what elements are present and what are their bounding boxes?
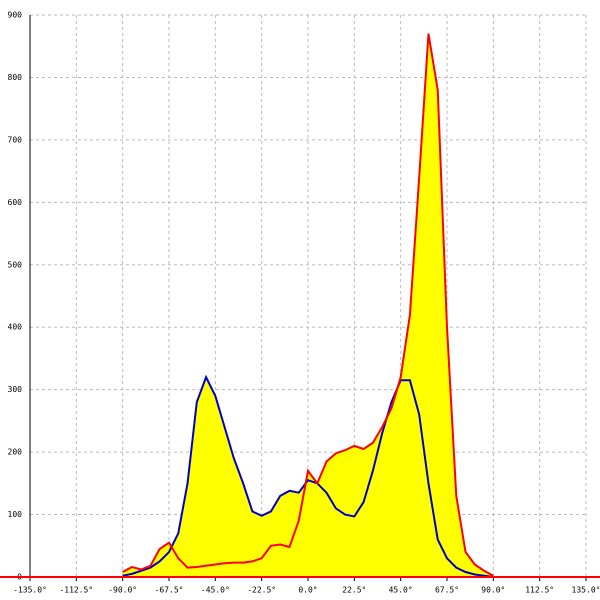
y-tick-label: 300 (8, 385, 23, 394)
x-tick-label: -135.0° (13, 586, 47, 595)
y-tick-label: 100 (8, 510, 23, 519)
x-tick-label: 135.0° (572, 586, 600, 595)
y-tick-label: 800 (8, 73, 23, 82)
x-tick-label: 67.5° (435, 586, 459, 595)
area (122, 33, 494, 577)
x-tick-label: 112.5° (525, 586, 554, 595)
x-tick-label: -112.5° (59, 586, 93, 595)
line (122, 374, 494, 578)
x-tick-label: 90.0° (481, 586, 505, 595)
x-tick-label: -90.0° (108, 586, 137, 595)
y-tick-label: 700 (8, 135, 23, 144)
y-tick-label: 400 (8, 323, 23, 332)
x-tick-label: -67.5° (155, 586, 184, 595)
y-tick-label: 600 (8, 198, 23, 207)
x-tick-label: 0.0° (298, 586, 317, 595)
x-tick-label: 45.0° (389, 586, 413, 595)
x-tick-label: 22.5° (342, 586, 366, 595)
y-tick-label: 900 (8, 11, 23, 20)
x-tick-label: -45.0° (201, 586, 230, 595)
y-tick-label: 500 (8, 260, 23, 269)
y-tick-label: 200 (8, 448, 23, 457)
line (122, 33, 494, 577)
x-tick-label: -22.5° (247, 586, 276, 595)
